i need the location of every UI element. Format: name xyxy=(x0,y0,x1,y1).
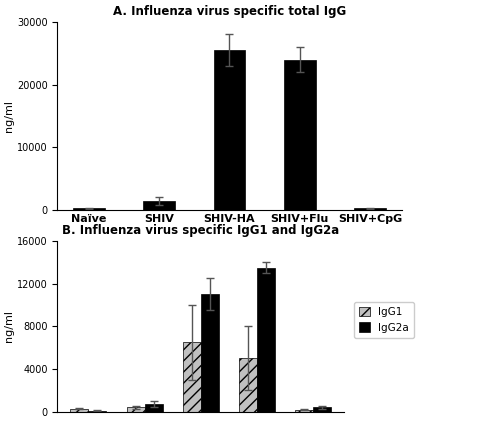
Bar xyxy=(214,50,245,210)
Bar xyxy=(70,409,88,412)
Bar xyxy=(73,208,105,210)
Bar xyxy=(127,407,144,412)
Bar xyxy=(295,410,313,412)
Bar xyxy=(313,407,331,412)
Bar xyxy=(143,201,175,210)
Bar xyxy=(201,294,219,412)
Bar xyxy=(144,404,163,412)
Bar xyxy=(88,411,107,412)
Bar xyxy=(239,358,257,412)
Bar xyxy=(354,208,386,210)
Y-axis label: ng/ml: ng/ml xyxy=(4,100,14,132)
Title: B. Influenza virus specific IgG1 and IgG2a: B. Influenza virus specific IgG1 and IgG… xyxy=(62,224,339,237)
Bar xyxy=(257,268,275,412)
Legend: IgG1, IgG2a: IgG1, IgG2a xyxy=(354,302,414,338)
Title: A. Influenza virus specific total IgG: A. Influenza virus specific total IgG xyxy=(113,5,346,18)
Bar xyxy=(183,343,201,412)
Bar xyxy=(284,60,315,210)
Y-axis label: ng/ml: ng/ml xyxy=(4,310,14,343)
